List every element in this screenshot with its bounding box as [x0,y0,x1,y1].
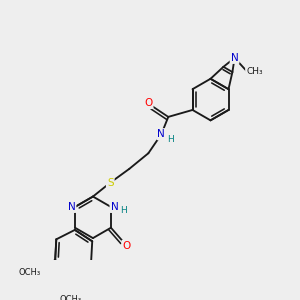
Text: S: S [107,178,114,188]
Text: N: N [110,202,118,212]
Text: OCH₃: OCH₃ [19,268,41,278]
Text: N: N [158,129,165,139]
Text: CH₃: CH₃ [246,68,263,76]
Text: OCH₃: OCH₃ [60,296,82,300]
Text: O: O [144,98,152,108]
Text: H: H [167,135,173,144]
Text: N: N [68,202,75,212]
Text: H: H [120,206,126,215]
Text: O: O [122,241,131,251]
Text: N: N [231,53,239,63]
